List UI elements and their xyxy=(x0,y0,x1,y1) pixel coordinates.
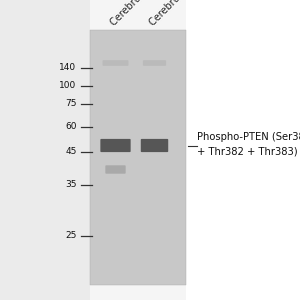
Text: Cerebrum (M): Cerebrum (M) xyxy=(108,0,164,27)
Text: 75: 75 xyxy=(65,99,76,108)
Text: 60: 60 xyxy=(65,122,76,131)
Text: Phospho-PTEN (Ser380: Phospho-PTEN (Ser380 xyxy=(197,132,300,142)
Text: 25: 25 xyxy=(65,231,76,240)
Text: 35: 35 xyxy=(65,180,76,189)
FancyBboxPatch shape xyxy=(103,60,128,66)
FancyBboxPatch shape xyxy=(105,165,126,174)
Bar xyxy=(0,0,90,300)
Text: 140: 140 xyxy=(59,63,76,72)
Text: + Thr382 + Thr383): + Thr382 + Thr383) xyxy=(197,146,298,157)
Text: 45: 45 xyxy=(65,147,76,156)
FancyBboxPatch shape xyxy=(143,60,166,66)
Text: 100: 100 xyxy=(59,81,76,90)
Text: Cerebrum (R): Cerebrum (R) xyxy=(147,0,201,27)
FancyBboxPatch shape xyxy=(141,139,168,152)
FancyBboxPatch shape xyxy=(100,139,131,152)
Bar xyxy=(186,0,300,300)
Bar xyxy=(90,30,186,285)
